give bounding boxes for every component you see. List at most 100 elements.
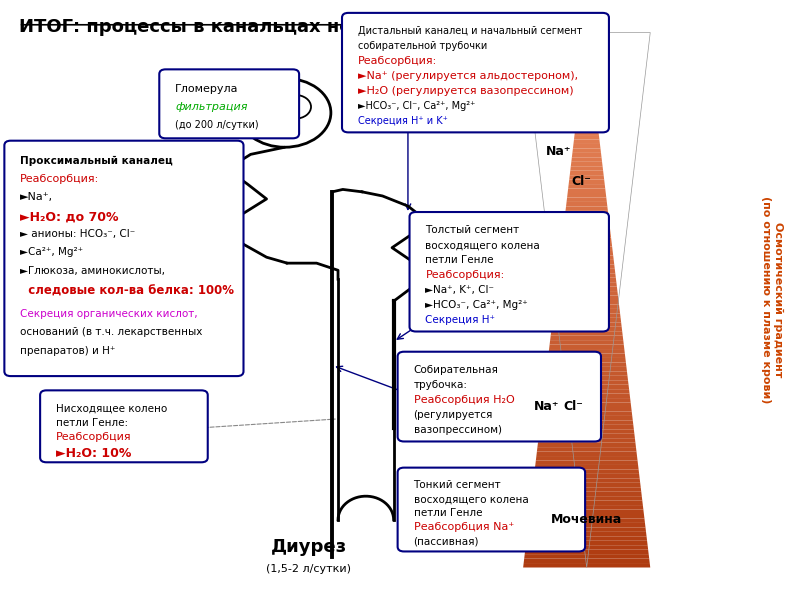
Text: (регулируется: (регулируется <box>414 410 493 420</box>
Text: Секреция H⁺ и K⁺: Секреция H⁺ и K⁺ <box>358 116 448 127</box>
Polygon shape <box>563 224 610 229</box>
Text: ►Ca²⁺, Mg²⁺: ►Ca²⁺, Mg²⁺ <box>20 247 83 257</box>
Text: Na⁺: Na⁺ <box>534 401 560 413</box>
Polygon shape <box>526 536 647 541</box>
Text: Толстый сегмент: Толстый сегмент <box>426 225 519 235</box>
Polygon shape <box>548 353 626 358</box>
Polygon shape <box>559 260 614 265</box>
Polygon shape <box>562 242 612 247</box>
Polygon shape <box>549 349 625 353</box>
Polygon shape <box>543 394 630 398</box>
Polygon shape <box>584 50 590 55</box>
Text: Мочевина: Мочевина <box>551 514 622 526</box>
Polygon shape <box>553 313 621 318</box>
Polygon shape <box>582 73 592 77</box>
Text: ►HCO₃⁻, Cl⁻, Ca²⁺, Mg²⁺: ►HCO₃⁻, Cl⁻, Ca²⁺, Mg²⁺ <box>358 101 475 111</box>
Polygon shape <box>529 518 645 523</box>
Polygon shape <box>576 117 598 122</box>
Polygon shape <box>580 86 594 91</box>
Polygon shape <box>566 197 607 202</box>
Polygon shape <box>527 532 646 536</box>
FancyBboxPatch shape <box>398 352 601 442</box>
Polygon shape <box>568 188 606 193</box>
Polygon shape <box>542 407 632 412</box>
Text: Реабсорбция:: Реабсорбция: <box>358 56 437 66</box>
Polygon shape <box>531 496 642 500</box>
Polygon shape <box>580 82 593 86</box>
Polygon shape <box>546 367 627 371</box>
Text: ИТОГ: процессы в канальцах нефрона: ИТОГ: процессы в канальцах нефрона <box>18 17 418 35</box>
Polygon shape <box>532 492 642 496</box>
Polygon shape <box>569 179 605 184</box>
Text: (пассивная): (пассивная) <box>414 536 479 546</box>
Text: Реабсорбция:: Реабсорбция: <box>426 270 505 280</box>
Text: ►H₂O: до 70%: ►H₂O: до 70% <box>20 211 118 224</box>
Polygon shape <box>526 545 648 550</box>
Polygon shape <box>578 104 596 108</box>
Polygon shape <box>552 322 622 327</box>
Text: Секреция органических кислот,: Секреция органических кислот, <box>20 309 198 319</box>
Polygon shape <box>530 505 643 509</box>
Text: оснований (в т.ч. лекарственных: оснований (в т.ч. лекарственных <box>20 327 202 337</box>
FancyBboxPatch shape <box>398 467 585 551</box>
Polygon shape <box>567 193 606 197</box>
Text: Осмотический градиент
(по отношению к плазме крови): Осмотический градиент (по отношению к пл… <box>761 196 782 404</box>
Polygon shape <box>555 291 618 296</box>
Text: Нисходящее колено: Нисходящее колено <box>56 403 167 413</box>
Polygon shape <box>554 300 619 304</box>
Polygon shape <box>563 229 610 233</box>
Polygon shape <box>547 362 626 367</box>
Text: ►Na⁺, K⁺, Cl⁻: ►Na⁺, K⁺, Cl⁻ <box>426 286 494 295</box>
Text: Cl⁻: Cl⁻ <box>563 401 583 413</box>
Polygon shape <box>526 541 648 545</box>
Polygon shape <box>530 509 644 514</box>
Polygon shape <box>558 269 615 273</box>
FancyBboxPatch shape <box>40 391 208 462</box>
Polygon shape <box>532 487 642 492</box>
Polygon shape <box>550 335 623 340</box>
FancyBboxPatch shape <box>342 13 609 133</box>
Polygon shape <box>534 474 640 478</box>
Text: Гломерула: Гломерула <box>175 84 238 94</box>
Polygon shape <box>529 514 645 518</box>
Polygon shape <box>570 175 604 179</box>
FancyBboxPatch shape <box>159 70 299 139</box>
Text: Реабсорбция Na⁺: Реабсорбция Na⁺ <box>414 522 514 532</box>
Text: Диурез: Диурез <box>270 538 346 556</box>
Polygon shape <box>535 461 638 465</box>
Polygon shape <box>538 434 635 438</box>
Polygon shape <box>547 358 626 362</box>
Text: петли Генле:: петли Генле: <box>56 418 128 428</box>
Text: Реабсорбция:: Реабсорбция: <box>20 174 99 184</box>
Polygon shape <box>541 412 632 416</box>
Text: ►Na⁺ (регулируется альдостероном),: ►Na⁺ (регулируется альдостероном), <box>358 71 578 81</box>
Polygon shape <box>549 344 624 349</box>
Polygon shape <box>582 68 591 73</box>
Polygon shape <box>566 206 608 211</box>
Text: (до 200 л/сутки): (до 200 л/сутки) <box>175 120 258 130</box>
Polygon shape <box>566 202 607 206</box>
Polygon shape <box>552 318 621 322</box>
Text: Тонкий сегмент: Тонкий сегмент <box>414 480 501 490</box>
Polygon shape <box>544 385 629 389</box>
Text: ► анионы: HCO₃⁻, Cl⁻: ► анионы: HCO₃⁻, Cl⁻ <box>20 229 135 239</box>
Polygon shape <box>528 523 646 527</box>
Polygon shape <box>544 389 630 394</box>
Polygon shape <box>564 220 610 224</box>
Polygon shape <box>546 371 627 376</box>
Polygon shape <box>551 327 622 331</box>
Polygon shape <box>545 380 629 385</box>
Polygon shape <box>570 171 604 175</box>
Polygon shape <box>578 95 594 100</box>
Polygon shape <box>561 247 613 251</box>
Polygon shape <box>575 126 598 131</box>
Polygon shape <box>572 153 602 157</box>
Text: собирательной трубочки: собирательной трубочки <box>358 41 487 51</box>
Polygon shape <box>565 211 609 215</box>
Polygon shape <box>555 296 618 300</box>
Polygon shape <box>583 59 590 64</box>
Text: ►H₂O: 10%: ►H₂O: 10% <box>56 446 131 460</box>
Polygon shape <box>542 398 630 403</box>
Text: вазопрессином): вазопрессином) <box>414 425 502 436</box>
Polygon shape <box>565 215 609 220</box>
